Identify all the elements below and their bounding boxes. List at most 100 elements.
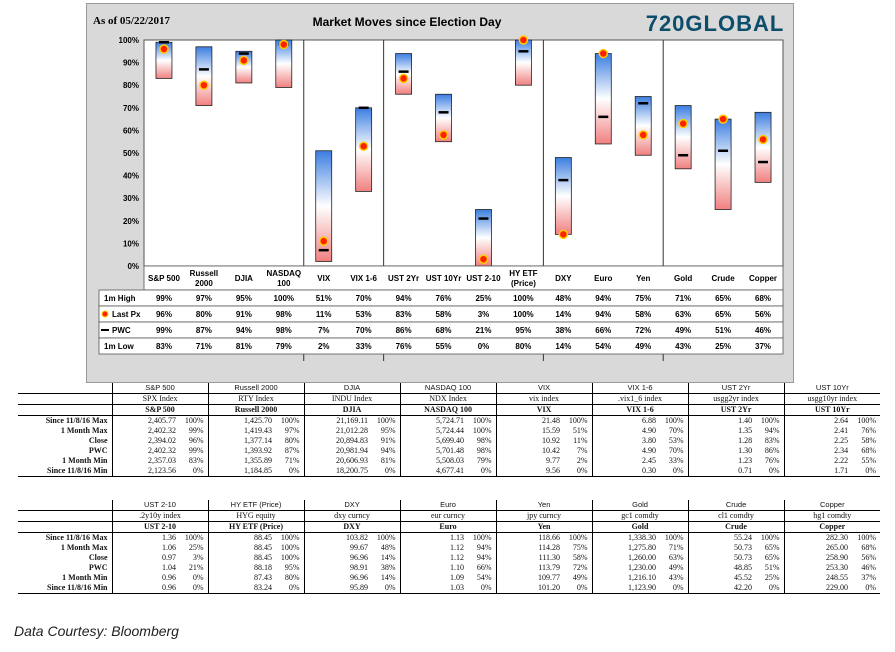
data-table-2: UST 2-10 HY ETF (Price) DXY Euro Yen Gold Crud… [18,500,881,594]
value-cell: 2.64 [783,415,851,426]
ticker-cell: vix index [495,393,593,405]
corner-cell [18,510,112,522]
value-cell: 1.12 [399,553,467,563]
row-value: 58% [635,310,651,319]
value-cell: 4.90 [591,426,659,436]
name-cell: DXY [303,521,401,533]
percent-cell: 38% [380,563,396,572]
value-cell: 45.52 [687,573,755,583]
row-value: 87% [196,326,212,335]
table-row: Since 11/8/16 Min 2,123.56 0% 1,184.85 0% 18,… [18,466,881,477]
percent-cell: 100% [857,416,877,425]
name-cell: Gold [591,521,689,533]
row-value: 21% [475,326,491,335]
percent-cell: 70% [668,426,684,435]
value-cell: 2.45 [591,456,659,466]
percent-cell: 98% [476,436,492,445]
group-header: Copper [783,500,881,511]
table-row: Since 11/8/16 Max 2,405.77 100% 1,425.70 100… [18,415,880,426]
row-value: 33% [356,342,372,351]
row-value: 65% [715,294,731,303]
row-value: 70% [356,294,372,303]
name-cell: Russell 2000 [207,404,305,416]
value-cell: 88.45 [207,532,274,543]
category-label: Russell 2000 [190,269,218,288]
row-label: Since 11/8/16 Max [45,416,108,425]
range-bar [634,96,652,156]
percent-cell: 11% [573,436,588,445]
value-cell: 99.67 [303,543,371,553]
percent-cell: 14% [380,553,396,562]
category-label: VIX 1-6 [350,274,377,283]
value-cell: 1,275.80 [591,543,659,553]
value-cell: 21,012.28 [303,426,371,436]
value-cell: 5,724.44 [399,426,467,436]
category-label: UST 2Yr [388,274,419,283]
percent-cell: 53% [668,436,684,445]
percent-cell: 0% [850,583,881,594]
last-price-marker [518,35,529,45]
row-value: 14% [555,310,571,319]
value-cell: 1,355.89 [207,456,275,466]
value-cell: 1,230.00 [591,563,659,573]
last-price-marker [398,73,409,84]
row-label: Since 11/8/16 Min [18,466,112,477]
category-label: UST 10Yr [426,274,462,283]
last-price-marker [159,44,169,54]
row-value: 38% [555,326,571,335]
value-cell: 0.96 [111,583,178,594]
row-value: 86% [396,326,412,335]
value-cell: 5,508.03 [399,456,467,466]
row-value: 94% [236,326,252,335]
name-cell: VIX [495,404,593,416]
value-cell: 20,894.83 [303,436,371,446]
percent-cell: 81% [380,456,396,465]
group-header: Crude [687,500,785,511]
row-value: 53% [356,310,372,319]
value-cell: 88.45 [207,553,274,563]
row-value: 94% [396,294,412,303]
value-cell: 4,677.41 [399,466,467,477]
percent-cell: 33% [668,456,684,465]
value-cell: 1,393.92 [207,446,275,456]
group-header: VIX 1-6 [591,383,689,394]
value-cell: 258.90 [783,553,851,563]
percent-cell: 100% [760,533,780,542]
value-cell: 1.06 [111,543,178,553]
value-cell: 1.35 [687,426,755,436]
corner-cell [18,500,112,511]
table-row: PWC 1.04 21% 88.18 95% 98.91 38% 1.10 66% 113.79 7… [18,563,880,573]
y-tick-label: 50% [123,149,139,158]
row-value: 0% [478,342,490,351]
row-label: Since 11/8/16 Max [45,533,108,542]
group-header: Russell 2000 [207,383,305,394]
value-cell: 9.56 [495,466,563,477]
last-price-marker [758,134,768,145]
category-label: DJIA [235,274,253,283]
percent-cell: 98% [476,446,492,455]
value-cell: 1,419.43 [207,426,275,436]
row-value: 75% [635,294,651,303]
value-cell: 88.18 [207,563,274,573]
range-bar [195,46,213,106]
percent-cell: 0% [370,583,401,594]
value-cell: 1,123.90 [591,583,659,594]
row-value: 43% [675,342,691,351]
row-value: 46% [755,326,771,335]
category-label: HY ETF (Price) [509,269,537,288]
value-cell: 1.71 [783,466,851,477]
percent-cell: 86% [764,446,780,455]
row-value: 65% [715,310,731,319]
percent-cell: 0% [658,583,689,594]
last-price-marker [638,130,648,140]
percent-cell: 46% [861,563,877,572]
percent-cell: 83% [764,436,780,445]
last-price-marker [318,236,329,246]
value-cell: 1.13 [399,532,467,543]
percent-cell: 51% [764,563,780,572]
last-price-marker [558,229,569,240]
row-value: 100% [274,294,294,303]
category-label-row [143,265,784,291]
value-cell: 1.12 [399,543,467,553]
value-cell: 0.96 [111,573,178,583]
